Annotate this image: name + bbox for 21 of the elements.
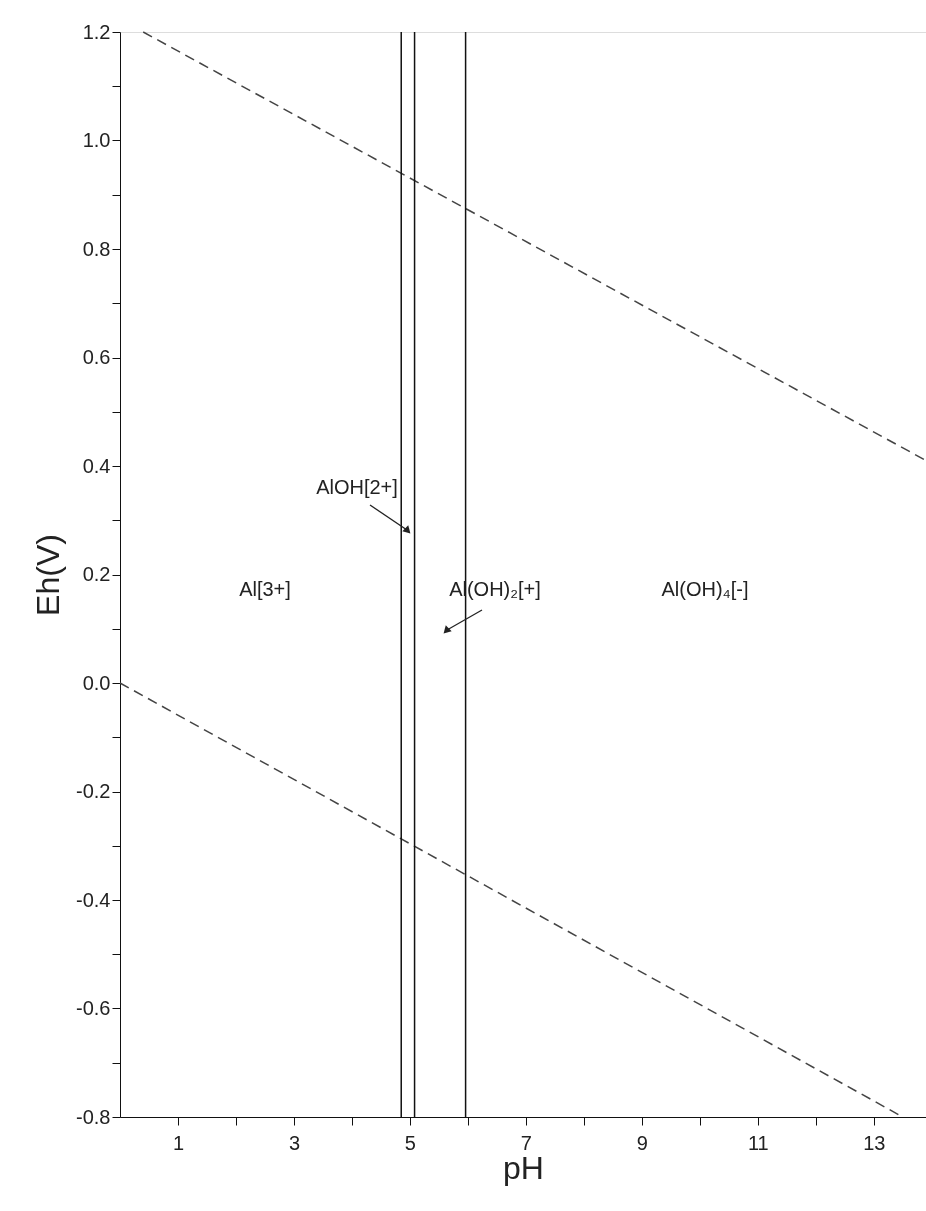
x-tick-label: 3: [288, 1131, 301, 1154]
x-tick-label: 5: [404, 1131, 416, 1154]
y-tick-label: 0.2: [82, 563, 111, 585]
y-tick-label: 0.6: [82, 346, 111, 368]
y-tick-label: 0.8: [82, 237, 111, 260]
x-tick-label: 9: [636, 1131, 648, 1154]
y-tick-label: 0.0: [82, 671, 111, 694]
y-tick-label: -0.6: [76, 997, 111, 1019]
y-tick-label: -0.4: [76, 888, 111, 911]
y-tick-label: 1.0: [82, 129, 111, 151]
y-tick-label: -0.8: [76, 1105, 111, 1128]
annotation: Al(OH)₄[-]: [661, 578, 749, 600]
annotation: Al[3+]: [239, 578, 291, 600]
y-tick-label: 0.4: [82, 454, 111, 477]
annotation: AlOH[2+]: [316, 476, 398, 498]
y-tick-label: -0.2: [76, 780, 111, 802]
x-tick-label: 1: [172, 1131, 185, 1154]
x-tick-label: 11: [747, 1131, 769, 1154]
y-tick-label: 1.2: [82, 20, 111, 43]
x-tick-label: 13: [863, 1131, 886, 1154]
y-axis-title: Eh(V): [30, 534, 67, 616]
